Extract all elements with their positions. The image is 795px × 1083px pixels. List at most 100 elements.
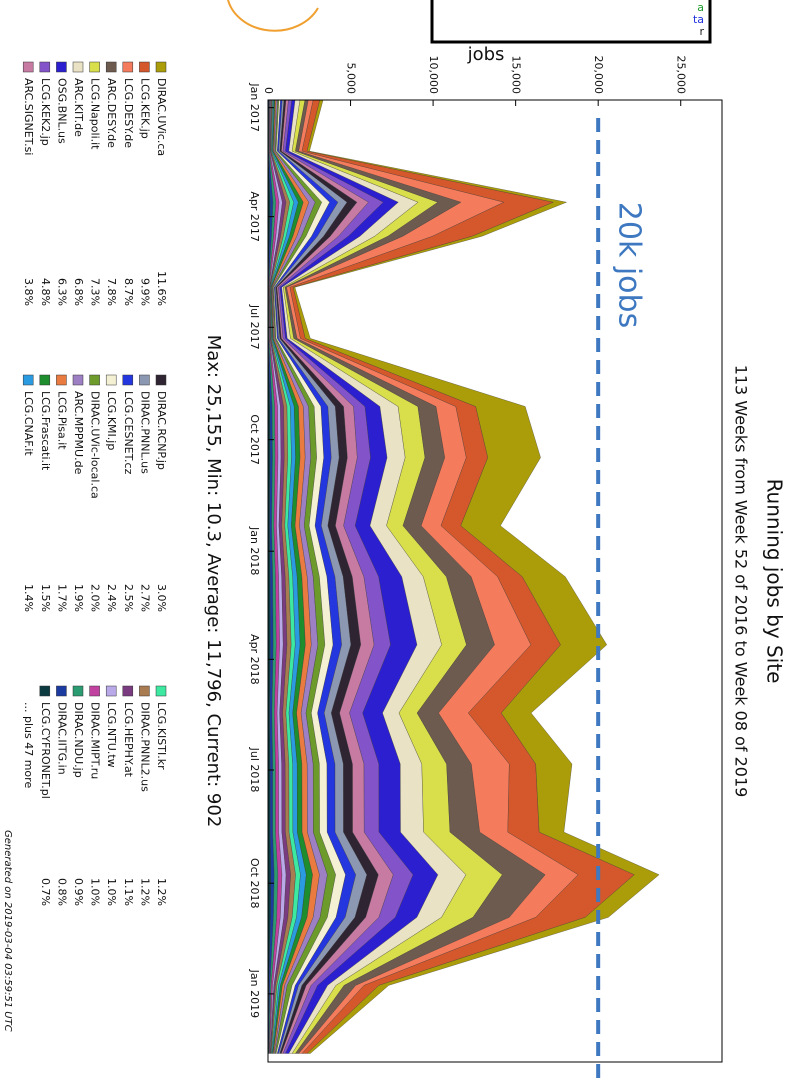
y-axis-label: jobs — [467, 44, 505, 65]
legend-label: LCG.Pisa.it — [55, 391, 68, 450]
legend-swatch — [106, 686, 116, 696]
legend-swatch — [40, 375, 50, 385]
legend-share: 0.9% — [72, 878, 85, 906]
overlay-fragment: r — [699, 25, 704, 38]
legend-label: OSG.BNL.us — [55, 78, 68, 144]
x-tick-label: Oct 2018 — [248, 858, 261, 909]
legend-share: 7.3% — [89, 278, 102, 306]
legend-share: 8.7% — [122, 278, 135, 306]
legend-share: 1.5% — [39, 584, 52, 612]
legend-label: DIRAC.UVic.ca — [155, 78, 168, 156]
legend-share: 1.4% — [22, 584, 35, 612]
legend-share: 3.8% — [22, 278, 35, 306]
y-tick-label: 5,000 — [345, 63, 358, 95]
legend-more: ... plus 47 more — [22, 702, 35, 788]
legend-swatch — [156, 686, 166, 696]
x-tick-label: Jan 2019 — [248, 969, 261, 1018]
stats-line: Max: 25,155, Min: 10.3, Average: 11,796,… — [203, 335, 224, 828]
legend-share: 3.0% — [155, 584, 168, 612]
legend-label: LCG.NTU.tw — [105, 702, 118, 768]
legend-share: 1.0% — [89, 878, 102, 906]
legend-swatch — [123, 62, 133, 72]
legend-swatch — [23, 375, 33, 385]
legend-share: 0.7% — [39, 878, 52, 906]
legend-swatch — [156, 62, 166, 72]
legend-label: DIRAC.PNNL2.us — [138, 702, 151, 792]
x-tick-label: Jan 2017 — [248, 82, 261, 131]
legend-label: DIRAC.RCNP.jp — [155, 391, 168, 470]
legend-share: 9.9% — [138, 278, 151, 306]
legend-share: 6.3% — [55, 278, 68, 306]
legend-share: 4.8% — [39, 278, 52, 306]
annotation-text: 20k jobs — [612, 202, 647, 328]
legend-swatch — [73, 375, 83, 385]
chart-subtitle: 113 Weeks from Week 52 of 2016 to Week 0… — [732, 365, 751, 798]
legend-label: LCG.KMI.jp — [105, 391, 118, 450]
legend-label: LCG.DESY.de — [122, 78, 135, 148]
footer: Generated on 2019-03-04 03:59:51 UTC — [2, 830, 13, 1032]
legend-label: ARC.SIGNET.si — [22, 78, 35, 155]
legend-share: 2.0% — [89, 584, 102, 612]
legend-swatch — [123, 686, 133, 696]
legend-label: DIRAC.MIPT.ru — [89, 702, 102, 779]
legend-label: LCG.CNAF.it — [22, 391, 35, 456]
legend-share: 1.2% — [138, 878, 151, 906]
legend-label: LCG.KISTI.kr — [155, 702, 168, 770]
legend-share: 2.5% — [122, 584, 135, 612]
y-tick-label: 15,000 — [510, 56, 523, 95]
legend-label: DIRAC.NDU.jp — [72, 702, 85, 778]
legend-swatch — [56, 375, 66, 385]
legend-share: 0.8% — [55, 878, 68, 906]
legend-label: LCG.Frascati.it — [39, 391, 52, 471]
x-tick-label: Jan 2018 — [248, 526, 261, 575]
legend-share: 6.8% — [72, 278, 85, 306]
legend-swatch — [156, 375, 166, 385]
legend-swatch — [90, 375, 100, 385]
legend-swatch — [56, 686, 66, 696]
legend-label: LCG.KEK2.jp — [39, 78, 52, 146]
y-tick-label: 25,000 — [675, 56, 688, 95]
overlay-box — [432, 0, 710, 42]
legend-label: LCG.KEK.jp — [138, 78, 151, 139]
legend-label: LCG.Napoli.it — [89, 78, 102, 150]
x-tick-label: Apr 2018 — [248, 634, 261, 685]
x-tick-label: Jul 2017 — [248, 304, 261, 350]
y-tick-label: 0 — [262, 87, 275, 94]
y-tick-label: 10,000 — [427, 56, 440, 95]
legend-label: DIRAC.UVic-local.ca — [89, 391, 102, 499]
legend-swatch — [56, 62, 66, 72]
legend-share: 1.9% — [72, 584, 85, 612]
legend-swatch — [139, 375, 149, 385]
legend-swatch — [106, 375, 116, 385]
chart-title: Running jobs by Site — [763, 479, 787, 684]
legend-label: LCG.CYFRONET.pl — [39, 702, 52, 799]
legend-share: 7.8% — [105, 278, 118, 306]
legend-share: 1.0% — [105, 878, 118, 906]
legend-swatch — [139, 686, 149, 696]
legend-share: 2.7% — [138, 584, 151, 612]
x-tick-label: Jul 2018 — [248, 747, 261, 793]
legend-share: 1.2% — [155, 878, 168, 906]
legend-share: 1.7% — [55, 584, 68, 612]
legend-swatch — [90, 686, 100, 696]
legend-swatch — [139, 62, 149, 72]
legend-swatch — [73, 62, 83, 72]
y-tick-label: 20,000 — [592, 56, 605, 95]
legend-label: DIRAC.IITG.in — [55, 702, 68, 775]
legend-label: ARC.DESY.de — [105, 78, 118, 148]
legend-share: 1.1% — [122, 878, 135, 906]
legend-swatch — [40, 62, 50, 72]
legend-swatch — [73, 686, 83, 696]
legend-share: 11.6% — [155, 271, 168, 306]
legend-label: ARC.MPPMU.de — [72, 391, 85, 475]
legend-swatch — [123, 375, 133, 385]
legend-swatch — [23, 62, 33, 72]
legend-share: 2.4% — [105, 584, 118, 612]
legend-label: LCG.HEPHY.at — [122, 702, 135, 778]
x-tick-label: Oct 2017 — [248, 414, 261, 465]
legend-swatch — [106, 62, 116, 72]
rotated-chart: Running jobs by Site 113 Weeks from Week… — [2, 56, 787, 1080]
x-tick-label: Apr 2017 — [248, 191, 261, 242]
legend-label: LCG.CESNET.cz — [122, 391, 135, 475]
legend-swatch — [90, 62, 100, 72]
